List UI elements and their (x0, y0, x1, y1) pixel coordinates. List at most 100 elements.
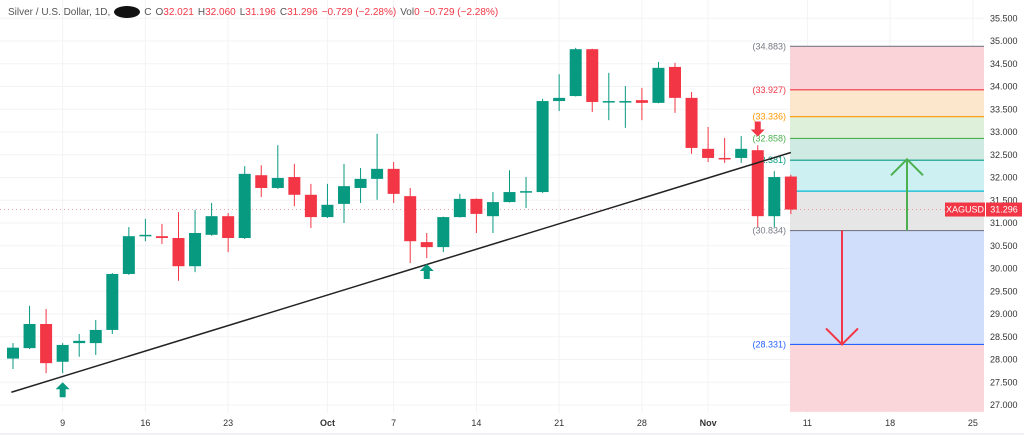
last-price-text: 31.296 (990, 205, 1018, 215)
volume-change: −0.729 (−2.28%) (423, 6, 499, 18)
time-axis-tick: 18 (885, 418, 895, 428)
candle (222, 212, 235, 253)
candle (735, 136, 748, 163)
stop-arrow-icon (825, 230, 859, 346)
symbol-title[interactable]: Silver / U.S. Dollar, 1D, (8, 6, 111, 18)
candle (354, 167, 367, 203)
candle-body (437, 217, 450, 248)
fib-zone (790, 138, 984, 161)
fib-zone (790, 89, 984, 117)
candle (89, 319, 102, 355)
candle-body (553, 97, 566, 102)
candle (784, 174, 797, 215)
candle-body (7, 347, 19, 359)
high-value: H32.060 (198, 7, 236, 18)
price-axis-tick: 33.000 (990, 127, 1018, 137)
price-axis-tick: 30.500 (990, 241, 1018, 251)
candle-body (255, 175, 268, 188)
last-price-badge (986, 202, 1022, 217)
candle-body (23, 324, 36, 349)
candle (387, 162, 400, 203)
candle-body (304, 194, 317, 218)
high-number: 32.060 (205, 6, 236, 18)
candle-body (453, 198, 466, 218)
open-value: O32.021 (156, 7, 194, 18)
fib-zone (790, 344, 984, 412)
candle (486, 192, 499, 234)
close-value: C31.296 (280, 7, 318, 18)
candle-body (122, 236, 135, 274)
time-axis-tick: 7 (391, 418, 396, 428)
candle-body (40, 324, 53, 364)
candle-body (172, 238, 185, 267)
candle-body (89, 329, 102, 344)
price-axis-tick: 33.500 (990, 104, 1018, 114)
candle (520, 177, 533, 208)
candle (453, 193, 466, 218)
candle (635, 87, 648, 121)
price-axis-tick: 34.000 (990, 82, 1018, 92)
candle (751, 145, 764, 228)
candle-body (702, 148, 715, 158)
fib-level-label: (34.883) (752, 41, 786, 51)
candle (669, 62, 681, 113)
fib-zone (790, 116, 984, 139)
candle (106, 273, 119, 335)
fib-level-label: (32.381) (752, 155, 786, 165)
candle (338, 163, 350, 223)
price-axis-tick: 30.000 (990, 264, 1018, 274)
vol-label: Vol (400, 6, 415, 18)
redacted-scribble (114, 6, 141, 18)
open-label: O (155, 6, 164, 18)
price-axis-tick: 28.500 (990, 332, 1018, 342)
candle (602, 72, 615, 121)
time-axis-tick: 16 (140, 418, 150, 428)
candle (420, 233, 433, 259)
candle-body (205, 216, 218, 235)
candle (321, 183, 334, 218)
candle (685, 91, 698, 154)
candle (271, 145, 284, 189)
high-label: H (197, 6, 206, 18)
low-value: L31.196 (240, 7, 276, 18)
candle-body (354, 178, 367, 188)
candle-body (685, 97, 698, 148)
time-axis-tick: 11 (803, 418, 812, 428)
open-number: 32.021 (163, 6, 194, 18)
candle-body (669, 66, 681, 98)
candle-body (139, 234, 152, 237)
time-axis-tick: 21 (554, 418, 564, 428)
candle-body (106, 273, 119, 330)
candle-body (768, 177, 781, 217)
source-suffix: C (144, 6, 152, 18)
candle (503, 170, 516, 203)
candle-body (536, 101, 549, 193)
candle (205, 202, 218, 236)
low-label: L (239, 6, 246, 18)
candle (702, 126, 715, 163)
candle (139, 218, 152, 242)
candle (56, 343, 69, 374)
candle-body (189, 233, 202, 267)
candle-body (73, 340, 86, 344)
price-axis-tick: 29.000 (990, 309, 1018, 319)
symbol-badge-text: XAGUSD (946, 205, 985, 215)
symbol-badge (945, 202, 985, 217)
candle (718, 137, 731, 163)
candle-body (56, 344, 69, 362)
time-axis-tick: 9 (60, 418, 65, 428)
target-arrow-icon (890, 157, 924, 231)
candle (768, 171, 781, 228)
candle-body (371, 168, 384, 179)
candle-body (735, 148, 748, 158)
sell-signal-arrow-icon (750, 121, 765, 137)
time-axis-tick: 14 (471, 418, 481, 428)
fib-level-label: (32.858) (752, 133, 786, 143)
time-axis-tick: 25 (968, 418, 978, 428)
candle-body (602, 101, 615, 103)
candle (288, 163, 301, 207)
fib-level-label: (33.927) (752, 85, 786, 95)
fib-zone (790, 160, 984, 192)
price-axis-tick: 35.000 (990, 36, 1018, 46)
